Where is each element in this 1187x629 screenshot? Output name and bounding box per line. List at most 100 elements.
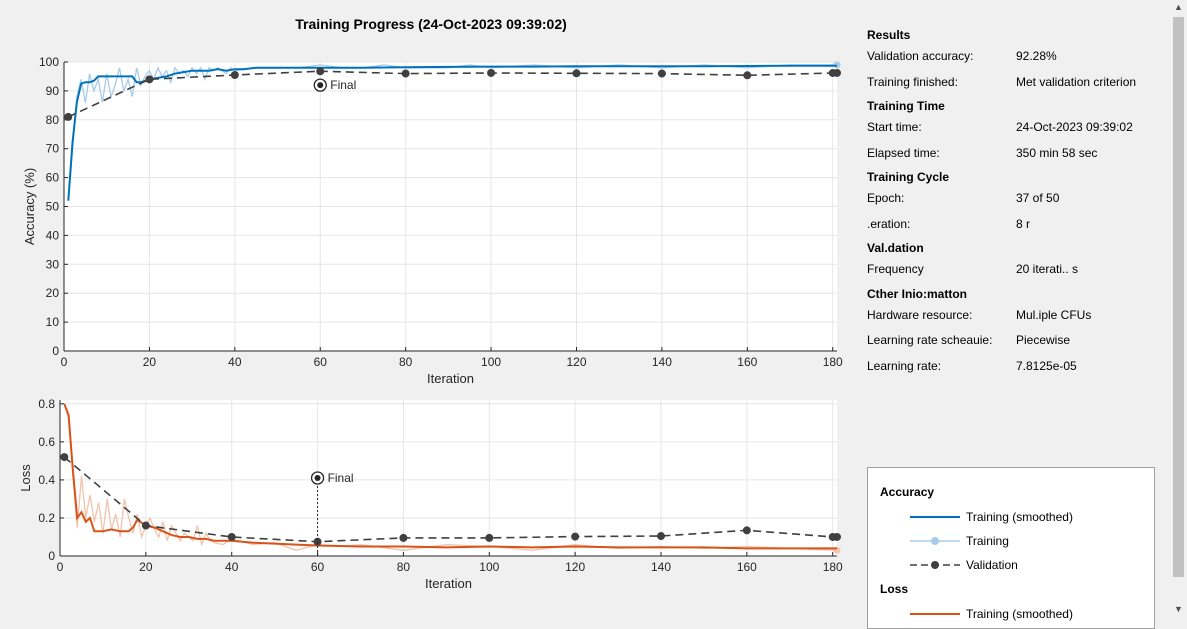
training-time-section: Training Time Start time: 24-Oct-2023 09…: [867, 97, 1167, 166]
accuracy-y-tick-label: 20: [46, 286, 60, 300]
loss-x-tick-label: 140: [651, 560, 671, 574]
loss-final-label: Final: [328, 471, 354, 485]
accuracy-y-tick-label: 70: [46, 142, 60, 156]
accuracy-x-tick-label: 80: [399, 355, 413, 369]
loss-x-tick-label: 40: [225, 560, 239, 574]
info-panel: Results Validation accuracy: 92.28% Trai…: [867, 26, 1167, 381]
start-time-value: 24-Oct-2023 09:39:02: [1016, 120, 1133, 134]
results-heading: Results: [867, 28, 911, 42]
hardware-row: Hardware resource: Mul.iple CFUs: [867, 303, 1167, 329]
accuracy-y-tick-label: 0: [52, 344, 59, 358]
scroll-up-icon[interactable]: ▲: [1174, 2, 1183, 12]
loss-y-axis-label: Loss: [18, 464, 33, 492]
loss-final-marker-dot: [314, 475, 321, 481]
lr-schedule-value: Piecewise: [1016, 333, 1071, 347]
loss-x-tick-label: 180: [823, 560, 843, 574]
legend-box: Accuracy Training (smoothed) Training Va…: [867, 467, 1155, 629]
loss-x-tick-label: 60: [311, 560, 325, 574]
accuracy-y-axis-label: Accuracy (%): [22, 168, 37, 245]
loss-x-tick-label: 160: [737, 560, 757, 574]
loss-x-tick-label: 20: [139, 560, 153, 574]
accuracy-x-tick-label: 0: [61, 355, 68, 369]
legend-accuracy-training-swatch: [910, 537, 960, 545]
loss-validation-point: [227, 532, 236, 541]
accuracy-y-tick-label: 60: [46, 171, 60, 185]
loss-validation-point: [313, 537, 322, 546]
loss-validation-point: [399, 533, 408, 542]
epoch-row: Epoch: 37 of 50: [867, 186, 1167, 212]
loss-x-tick-label: 0: [57, 560, 64, 574]
training-time-heading: Training Time: [867, 99, 945, 113]
accuracy-y-tick-label: 30: [46, 257, 60, 271]
learning-rate-label: Learning rate:: [867, 358, 942, 373]
validation-heading: Val.dation: [867, 241, 924, 255]
validation-accuracy-row: Validation accuracy: 92.28%: [867, 44, 1167, 70]
training-finished-label: Training finished:: [867, 74, 958, 89]
legend-accuracy-validation-label: Validation: [966, 558, 1018, 572]
legend-accuracy-validation: Validation: [910, 557, 1150, 573]
loss-x-tick-label: 80: [397, 560, 411, 574]
accuracy-final-label: Final: [330, 78, 356, 92]
training-cycle-heading: Training Cycle: [867, 170, 950, 184]
scroll-down-icon[interactable]: ▼: [1174, 604, 1183, 614]
accuracy-validation-point: [657, 69, 666, 78]
accuracy-training-smoothed-line: [67, 64, 837, 201]
training-finished-value: Met validation criterion: [1016, 74, 1137, 89]
legend-loss-heading: Loss: [880, 582, 909, 596]
validation-section: Val.dation Frequency 20 iterati.. s: [867, 239, 1167, 283]
legend-loss-smoothed: Training (smoothed): [910, 606, 1150, 622]
loss-y-tick-label: 0.2: [38, 511, 55, 525]
loss-training-line: [63, 403, 838, 551]
accuracy-chart: 0 10 20 30 40 50 60 70 80 90 100 0 20 40 60 80 100 120 140…: [22, 55, 843, 386]
loss-y-tick-label: 0.8: [38, 397, 55, 411]
legend-accuracy-smoothed-swatch: [910, 516, 960, 518]
learning-rate-row: Learning rate: 7.8125e-05: [867, 354, 1167, 380]
accuracy-x-axis-label: Iteration: [427, 371, 474, 386]
validation-accuracy-value: 92.28%: [1016, 49, 1057, 63]
hardware-value: Mul.iple CFUs: [1016, 307, 1092, 322]
scrollbar-thumb[interactable]: [1173, 17, 1184, 577]
accuracy-y-tick-label: 100: [39, 55, 59, 69]
loss-y-tick-label: 0: [48, 549, 55, 563]
loss-y-tick-label: 0.4: [38, 473, 55, 487]
loss-plot-area: [60, 400, 837, 556]
accuracy-x-tick-label: 20: [143, 355, 157, 369]
training-finished-row: Training finished: Met validation criter…: [867, 70, 1167, 96]
legend-accuracy-heading: Accuracy: [880, 485, 935, 499]
accuracy-x-tick-label: 140: [652, 355, 672, 369]
chart-title: Training Progress (24-Oct-2023 09:39:02): [295, 16, 567, 32]
results-section: Results Validation accuracy: 92.28% Trai…: [867, 26, 1167, 95]
learning-rate-value: 7.8125e-05: [1016, 358, 1077, 373]
accuracy-y-tick-label: 90: [46, 84, 60, 98]
start-time-label: Start time:: [867, 120, 922, 134]
accuracy-x-tick-label: 100: [481, 355, 501, 369]
loss-training-smoothed-line: [63, 403, 837, 550]
legend-loss-smoothed-swatch: [910, 613, 960, 615]
epoch-value: 37 of 50: [1016, 191, 1060, 205]
accuracy-validation-point: [401, 69, 410, 78]
accuracy-y-tick-label: 10: [46, 315, 60, 329]
epoch-label: Epoch:: [867, 191, 905, 205]
elapsed-time-value: 350 min 58 sec: [1016, 145, 1098, 160]
legend-loss-smoothed-label: Training (smoothed): [966, 607, 1073, 621]
vertical-scrollbar[interactable]: ▲ ▼: [1170, 0, 1187, 619]
legend-accuracy-validation-swatch: [910, 561, 960, 569]
accuracy-y-tick-label: 40: [46, 228, 60, 242]
frequency-value: 20 iterati.. s: [1016, 262, 1079, 276]
loss-validation-point: [60, 453, 69, 462]
accuracy-validation-point: [572, 69, 581, 78]
loss-y-tick-label: 0.6: [38, 435, 55, 449]
validation-accuracy-label: Validation accuracy:: [867, 49, 974, 63]
frequency-row: Frequency 20 iterati.. s: [867, 257, 1167, 283]
loss-x-tick-label: 120: [565, 560, 585, 574]
loss-x-axis-label: Iteration: [425, 576, 472, 591]
accuracy-x-tick-label: 120: [566, 355, 586, 369]
hardware-label: Hardware resource:: [867, 307, 973, 322]
accuracy-validation-point: [743, 71, 752, 80]
accuracy-y-tick-label: 50: [46, 200, 60, 214]
accuracy-validation-point: [230, 71, 239, 80]
training-cycle-section: Training Cycle Epoch: 37 of 50 .eration:…: [867, 168, 1167, 237]
elapsed-time-row: Elapsed time: 350 min 58 sec: [867, 141, 1167, 167]
loss-validation-point: [742, 526, 751, 535]
accuracy-validation-point: [64, 112, 73, 121]
